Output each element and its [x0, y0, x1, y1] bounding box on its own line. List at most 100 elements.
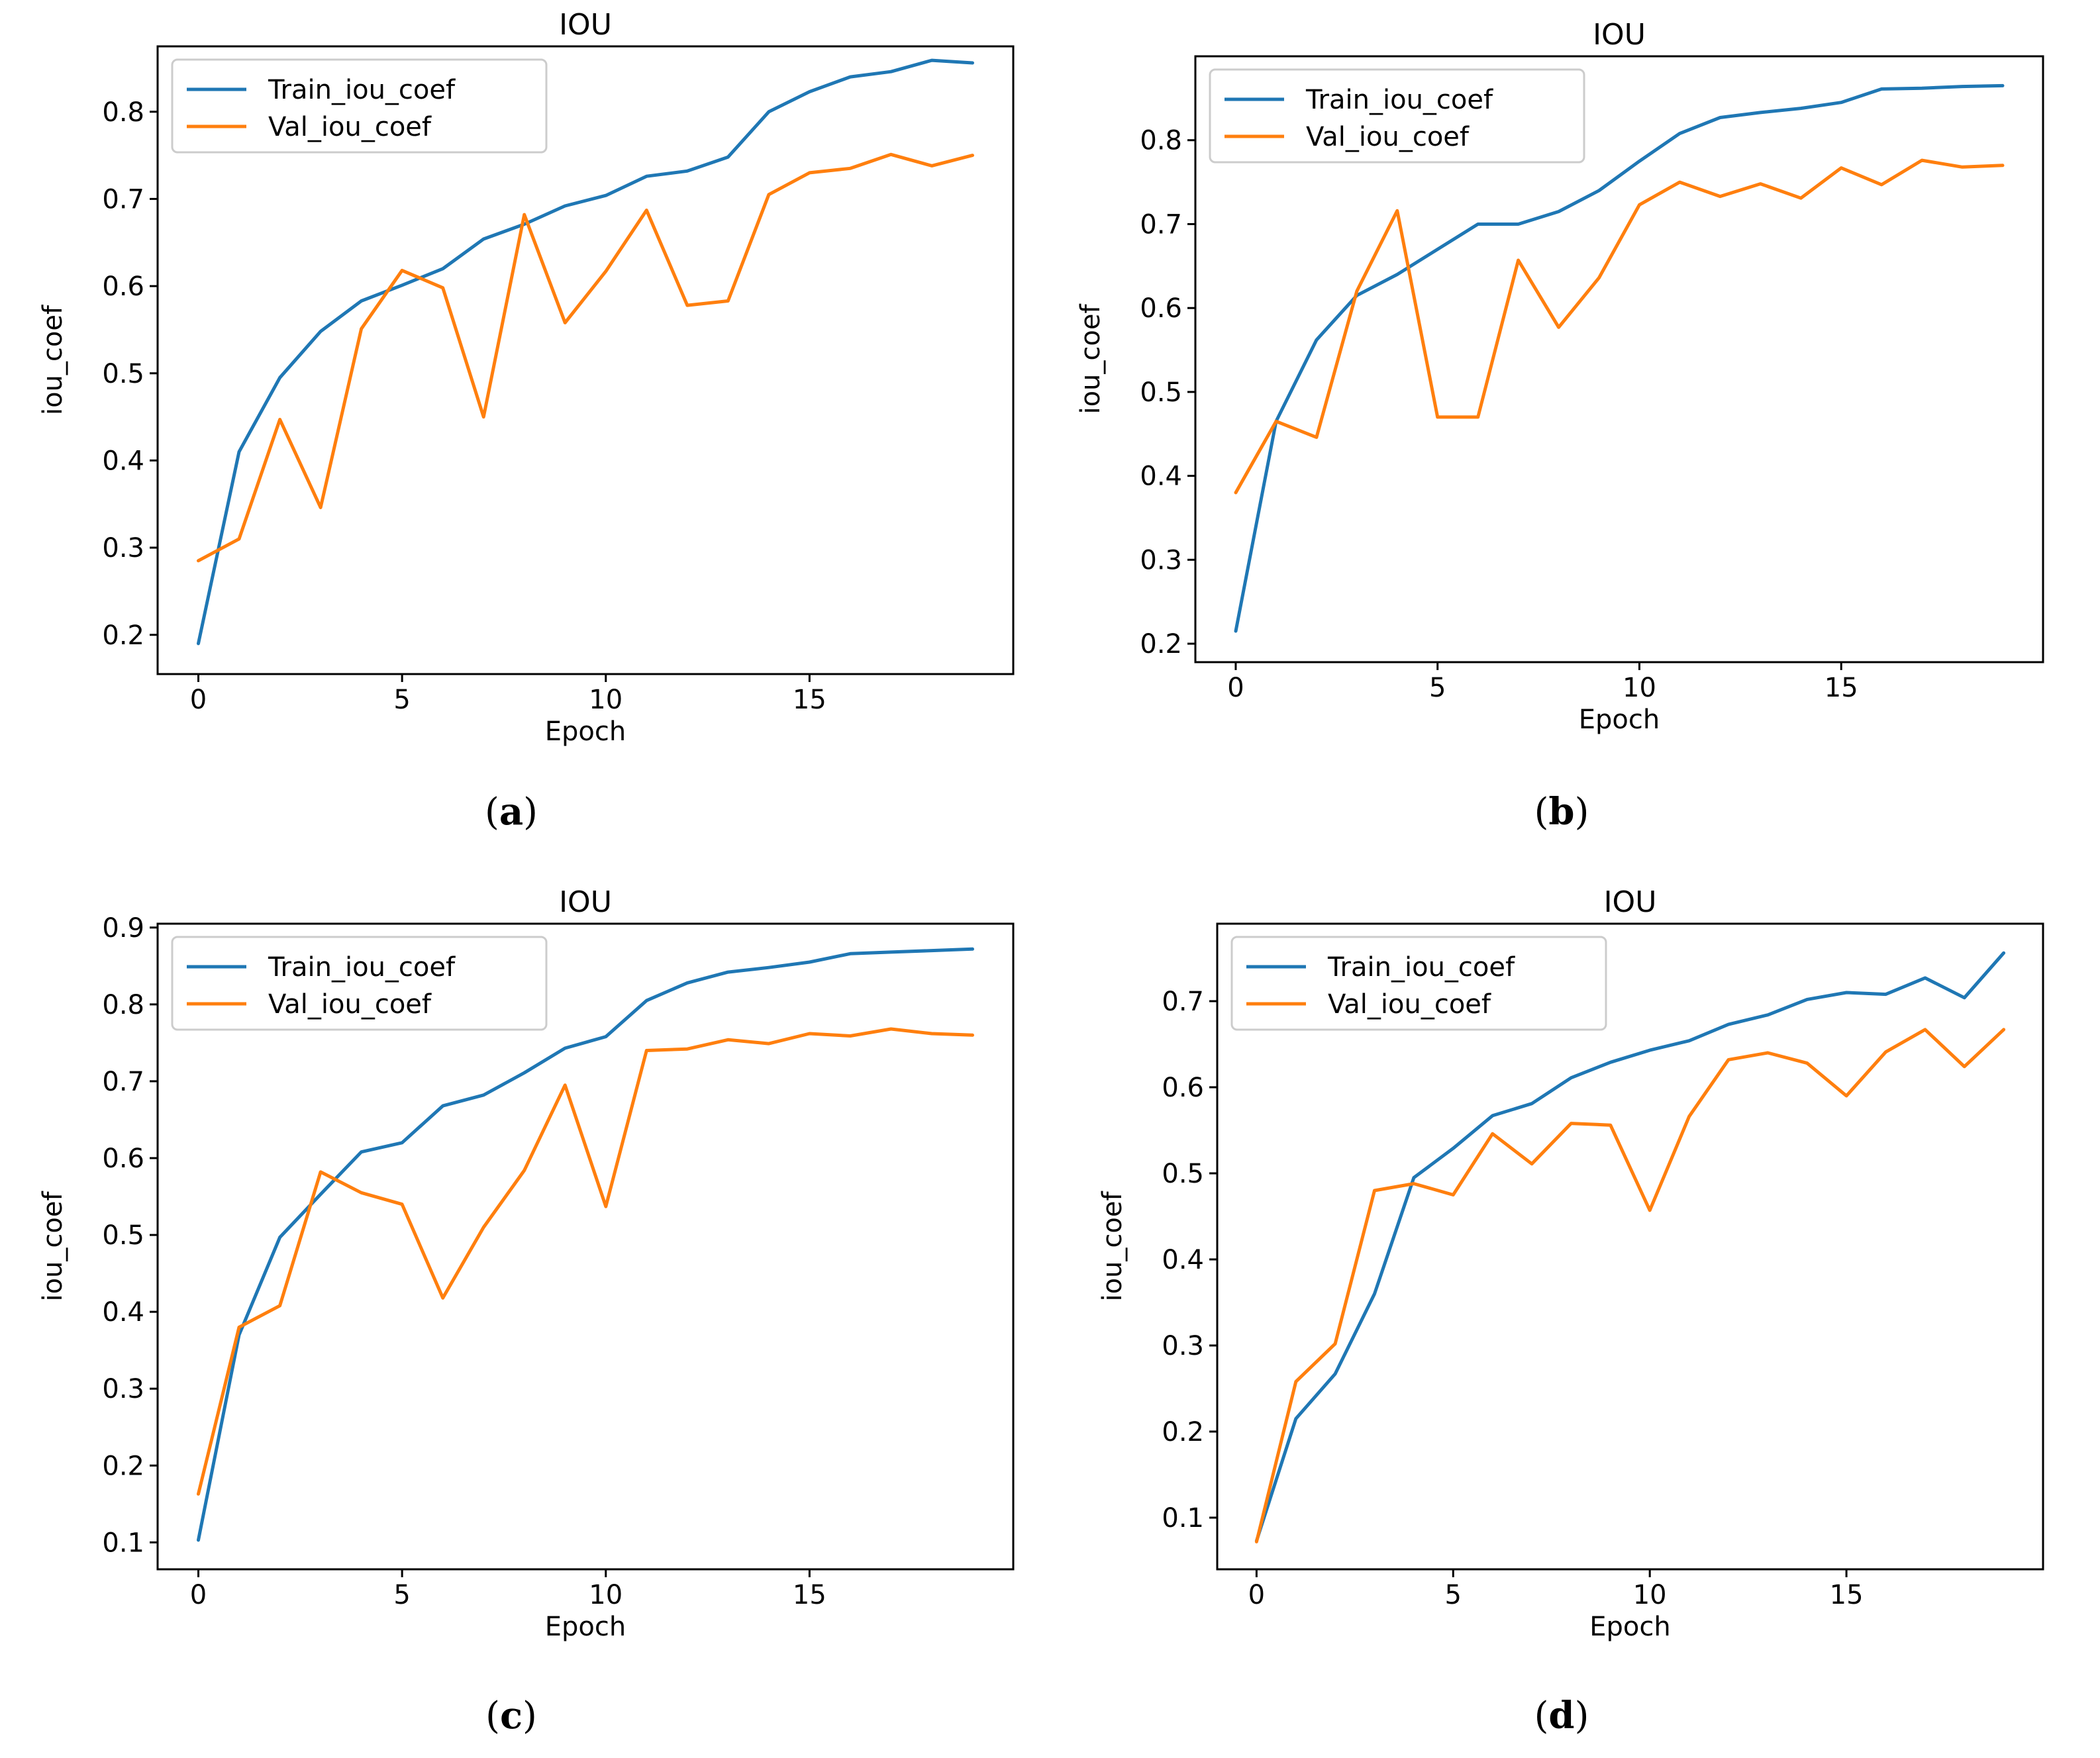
data-point-val — [1687, 1114, 1692, 1119]
x-tick-label: 5 — [393, 685, 410, 715]
legend-label-val: Val_iou_coef — [268, 112, 432, 142]
data-point-train — [970, 60, 975, 66]
data-point-train — [481, 1093, 486, 1098]
data-point-val — [644, 208, 649, 213]
data-point-val — [1395, 208, 1400, 213]
legend-label-val: Val_iou_coef — [1306, 122, 1470, 152]
data-point-val — [1450, 1193, 1456, 1198]
data-point-train — [2001, 950, 2007, 955]
legend-label-train: Train_iou_coef — [268, 75, 456, 105]
data-point-train — [685, 980, 690, 985]
data-point-val — [1597, 275, 1602, 281]
caption-paren-close: ) — [523, 791, 538, 834]
y-tick-label: 0.2 — [1162, 1417, 1204, 1447]
data-point-val — [2001, 1027, 2007, 1032]
y-tick-label: 0.7 — [1162, 987, 1204, 1017]
series-line-train — [1254, 951, 2006, 1543]
data-point-train — [1726, 1022, 1731, 1027]
chart-title: IOU — [1593, 18, 1646, 52]
legend-label-val: Val_iou_coef — [268, 989, 432, 1020]
data-point-val — [236, 536, 242, 542]
data-point-train — [1608, 1059, 1613, 1065]
y-tick-label: 0.5 — [1162, 1159, 1204, 1189]
series-line-val — [197, 1027, 974, 1496]
data-point-val — [685, 303, 690, 308]
y-tick-label: 0.6 — [1162, 1073, 1204, 1103]
data-point-train — [1677, 131, 1682, 136]
data-point-train — [1758, 110, 1763, 115]
data-point-val — [399, 268, 405, 273]
panel-caption: (d) — [1534, 1694, 1589, 1737]
panel-caption: (b) — [1534, 790, 1589, 834]
data-point-train — [196, 641, 201, 646]
data-point-train — [440, 1103, 446, 1108]
data-point-train — [1717, 115, 1723, 121]
legend-box — [1209, 68, 1585, 164]
data-point-val — [1798, 195, 1803, 201]
data-point-train — [1597, 188, 1602, 193]
data-point-val — [1475, 415, 1481, 420]
x-tick-label: 0 — [1227, 673, 1244, 703]
x-tick-label: 15 — [1825, 673, 1858, 703]
data-point-train — [277, 375, 283, 380]
y-axis-label: iou_coef — [38, 305, 68, 415]
data-point-val — [440, 285, 446, 291]
data-point-val — [1529, 1161, 1534, 1167]
series-line-train — [197, 947, 974, 1542]
data-point-train — [603, 193, 609, 198]
data-point-val — [359, 1190, 364, 1195]
data-point-val — [1637, 202, 1642, 207]
x-axis-label: Epoch — [545, 1612, 626, 1642]
data-point-val — [603, 1204, 609, 1209]
data-point-val — [1765, 1050, 1770, 1055]
data-point-train — [318, 1192, 323, 1197]
data-point-val — [1838, 166, 1844, 171]
data-point-train — [1798, 106, 1803, 111]
data-point-val — [1919, 158, 1925, 163]
data-point-train — [1450, 1146, 1456, 1151]
y-tick-label: 0.3 — [102, 533, 144, 563]
legend-label-val: Val_iou_coef — [1328, 989, 1491, 1020]
y-tick-label: 0.6 — [102, 271, 144, 302]
data-point-train — [562, 203, 568, 209]
caption-paren-close: ) — [1575, 791, 1589, 834]
data-point-train — [359, 299, 364, 304]
data-point-val — [1608, 1122, 1613, 1128]
data-point-train — [1293, 1416, 1299, 1422]
y-tick-label: 0.3 — [1140, 545, 1182, 575]
data-point-train — [1919, 85, 1925, 91]
data-point-val — [1516, 258, 1521, 263]
y-tick-label: 0.2 — [1140, 629, 1182, 659]
y-tick-label: 0.7 — [102, 184, 144, 215]
caption-paren-open: ( — [1534, 791, 1549, 834]
x-tick-label: 5 — [1445, 1580, 1462, 1610]
data-point-train — [1923, 975, 1928, 981]
data-point-val — [1962, 1064, 1967, 1069]
legend-box — [171, 936, 548, 1031]
y-tick-label: 0.2 — [102, 1451, 144, 1481]
data-point-train — [1395, 272, 1400, 277]
data-point-val — [929, 1031, 934, 1036]
data-point-train — [1332, 1371, 1338, 1377]
data-point-train — [929, 58, 934, 63]
x-tick-label: 10 — [1623, 673, 1656, 703]
data-point-val — [725, 1037, 730, 1042]
y-axis-label: iou_coef — [1097, 1191, 1128, 1302]
data-point-val — [562, 1083, 568, 1088]
y-tick-label: 0.1 — [1162, 1503, 1204, 1534]
y-tick-label: 0.1 — [102, 1528, 144, 1558]
data-point-train — [196, 1538, 201, 1543]
y-tick-label: 0.8 — [102, 97, 144, 128]
data-point-train — [766, 109, 772, 115]
caption-paren-close: ) — [523, 1694, 537, 1737]
data-point-val — [725, 299, 730, 304]
data-point-train — [1233, 628, 1238, 634]
plot-frame — [156, 922, 1015, 1571]
y-tick-label: 0.7 — [102, 1067, 144, 1097]
data-point-val — [359, 326, 364, 332]
data-point-val — [1647, 1208, 1652, 1213]
data-point-train — [1962, 995, 1967, 1001]
data-point-train — [318, 329, 323, 334]
y-tick-label: 0.6 — [1140, 293, 1182, 324]
